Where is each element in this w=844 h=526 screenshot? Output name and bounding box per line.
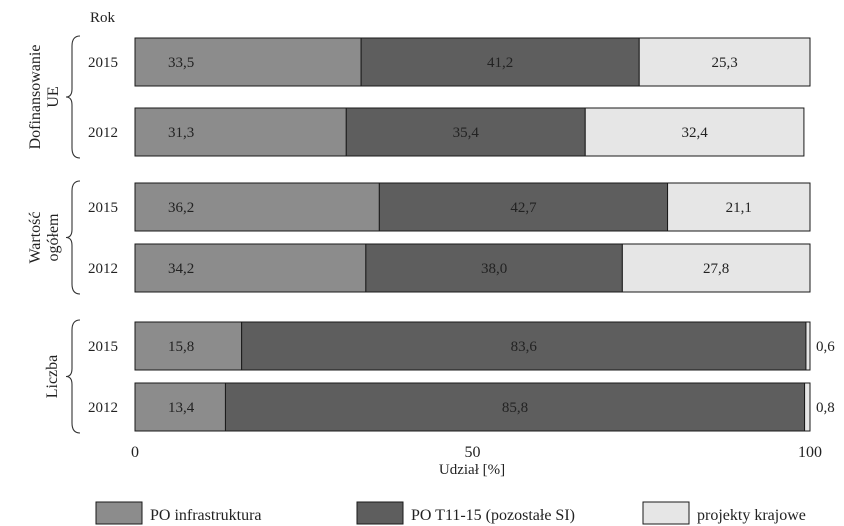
data-label: 13,4	[168, 400, 195, 416]
data-label: 32,4	[681, 125, 708, 141]
data-label: 15,8	[168, 339, 194, 355]
data-label: 33,5	[168, 55, 194, 71]
data-label: 21,1	[726, 200, 752, 216]
x-tick-label: 50	[465, 444, 481, 461]
group-label: Dofinansowanie UE	[27, 45, 62, 150]
legend-swatch-2	[356, 501, 404, 525]
group-bracket	[65, 35, 81, 159]
bar-segment-1	[134, 243, 367, 293]
bar-segment-1	[134, 37, 362, 87]
data-label: 38,0	[481, 261, 507, 277]
x-tick-label: 100	[798, 444, 822, 461]
year-label: 2015	[88, 200, 118, 216]
data-label: 0,6	[816, 339, 835, 355]
data-label: 31,3	[168, 125, 194, 141]
x-axis: 0 50 100	[131, 444, 822, 461]
legend-label: PO T11-15 (pozostałe SI)	[411, 507, 575, 524]
bar-segment-1	[134, 382, 226, 432]
group-bracket	[65, 319, 81, 434]
data-label: 83,6	[511, 339, 538, 355]
bar-segment-3	[584, 107, 805, 157]
bar-segment-1	[134, 321, 243, 371]
data-label: 25,3	[711, 55, 737, 71]
data-label: 35,4	[453, 125, 480, 141]
data-label: 27,8	[703, 261, 729, 277]
x-axis-title: Udział [%]	[439, 462, 505, 478]
bar-segment-3	[638, 37, 811, 87]
data-label: 34,2	[168, 261, 194, 277]
legend-swatch-3	[642, 501, 690, 525]
bar-segment-2	[360, 37, 640, 87]
svg-text:Wartość: Wartość	[27, 211, 44, 263]
legend-label: PO infrastruktura	[150, 507, 262, 524]
group-label: Wartość ogółem	[27, 211, 62, 263]
year-label: 2015	[88, 339, 118, 355]
svg-text:Liczba: Liczba	[44, 355, 61, 399]
group-brackets: Dofinansowanie UE Wartość ogółem Liczba	[27, 35, 81, 434]
bar-segment-1	[134, 107, 347, 157]
bar-segment-3	[804, 382, 811, 432]
bar-segment-3	[621, 243, 811, 293]
data-label: 85,8	[502, 400, 528, 416]
bar-area: 2015 33,5 41,2 25,3 2012 31,3 35,4 32,4 2015 36,2…	[88, 37, 835, 432]
bar-segment-2	[224, 382, 806, 432]
svg-text:ogółem: ogółem	[45, 213, 62, 262]
svg-text:UE: UE	[45, 86, 62, 107]
group-bracket	[65, 180, 81, 295]
y-axis-header: Rok	[90, 10, 116, 26]
bar-segment-2	[365, 243, 623, 293]
bar-segment-3	[667, 182, 811, 232]
data-label: 42,7	[510, 200, 537, 216]
bar-segment-3	[805, 321, 811, 371]
data-label: 36,2	[168, 200, 194, 216]
data-label: 0,8	[816, 400, 835, 416]
data-label: 41,2	[487, 55, 513, 71]
bar-segment-1	[134, 182, 380, 232]
year-label: 2012	[88, 125, 118, 141]
year-label: 2015	[88, 55, 118, 71]
legend: PO infrastruktura PO T11-15 (pozostałe SI…	[95, 501, 806, 525]
year-label: 2012	[88, 261, 118, 277]
x-tick-label: 0	[131, 444, 139, 461]
legend-label: projekty krajowe	[697, 507, 806, 524]
group-label: Liczba	[44, 355, 61, 399]
svg-text:Dofinansowanie: Dofinansowanie	[27, 45, 44, 150]
year-label: 2012	[88, 400, 118, 416]
legend-swatch-1	[95, 501, 143, 525]
bar-segment-2	[241, 321, 807, 371]
bar-segment-2	[378, 182, 669, 232]
bar-segment-2	[345, 107, 586, 157]
